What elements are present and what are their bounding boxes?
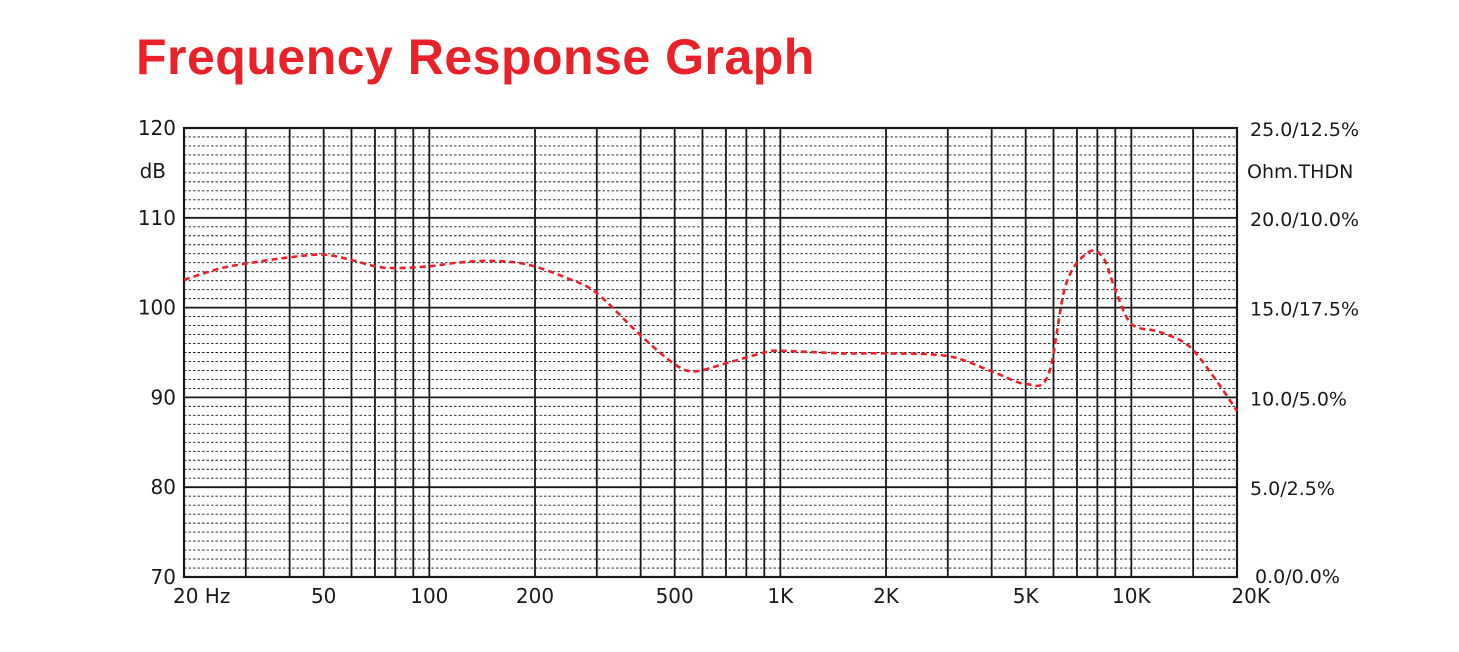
right-axis-unit-label: Ohm.THDN <box>1247 161 1353 183</box>
x-tick-label: 20K <box>1231 584 1270 608</box>
y-tick-label: 70 <box>151 565 176 589</box>
right-tick-label: 0.0/0.0% <box>1255 566 1340 588</box>
response-curve <box>183 249 1239 412</box>
x-tick-label: 2K <box>873 584 900 608</box>
x-tick-label: 50 <box>311 584 336 608</box>
right-tick-label: 5.0/2.5% <box>1250 478 1335 500</box>
right-axis-ticks: 25.0/12.5% 20.0/10.0% 15.0/17.5% 10.0/5.0% 5… <box>1250 119 1359 588</box>
x-axis-ticks: 20 Hz 50 100 200 500 1K 2K 5K 10K 20K <box>173 584 1271 608</box>
series-group <box>183 249 1239 412</box>
y-axis-ticks: 120 110 100 90 80 70 <box>138 116 176 589</box>
y-tick-label: 90 <box>151 385 176 409</box>
right-tick-label: 15.0/17.5% <box>1250 299 1359 321</box>
y-tick-label: 110 <box>138 206 176 230</box>
plot-border <box>182 126 1239 579</box>
x-tick-label: 500 <box>656 584 694 608</box>
y-axis-label: dB <box>140 159 166 183</box>
chart-title: Frequency Response Graph <box>136 29 815 85</box>
x-tick-label: 1K <box>767 584 794 608</box>
right-tick-label: 10.0/5.0% <box>1250 388 1347 410</box>
x-tick-label: 20 Hz <box>173 584 230 608</box>
x-tick-label: 5K <box>1013 584 1040 608</box>
x-tick-label: 200 <box>516 584 554 608</box>
right-tick-label: 20.0/10.0% <box>1250 209 1359 231</box>
x-tick-label: 100 <box>410 584 448 608</box>
y-tick-label: 100 <box>138 296 176 320</box>
minor-grid <box>184 136 1237 569</box>
right-tick-label: 25.0/12.5% <box>1250 119 1359 141</box>
plot-frame <box>182 126 1239 579</box>
y-tick-label: 120 <box>138 116 176 140</box>
x-tick-label: 10K <box>1112 584 1151 608</box>
y-tick-label: 80 <box>151 475 176 499</box>
